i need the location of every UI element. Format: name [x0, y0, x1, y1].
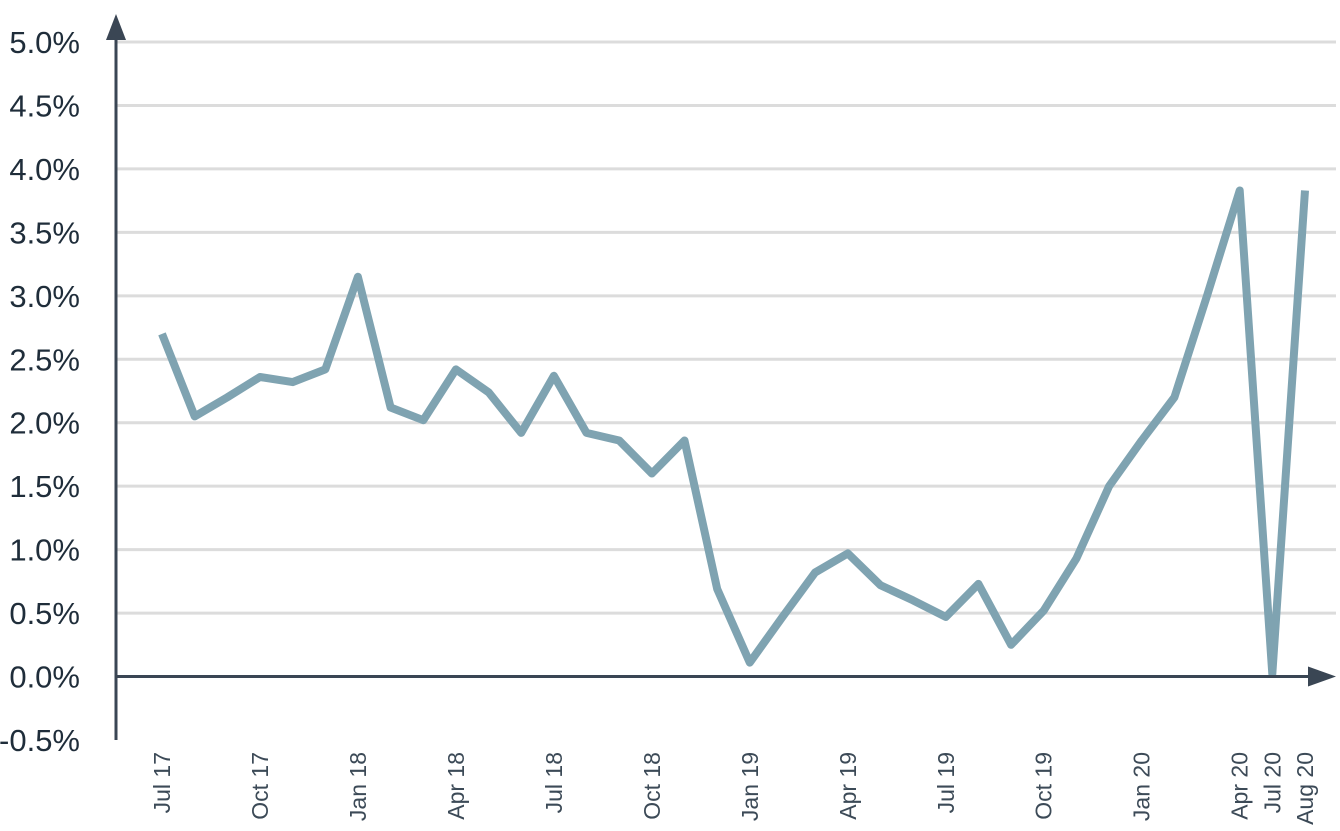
x-axis-tick-labels: Jul 17 Oct 17 Jan 18 Apr 18 Jul 18 Oct 18 Jan …	[149, 752, 1318, 825]
x-tick-label: Jul 19	[933, 752, 959, 813]
axes	[106, 14, 1336, 740]
x-tick-label: Jul 17	[149, 752, 175, 813]
y-tick-label: 1.5%	[9, 469, 80, 504]
x-axis-arrowhead	[1308, 666, 1336, 687]
y-tick-label: -0.5%	[0, 723, 80, 758]
x-tick-label: Jan 19	[737, 752, 763, 821]
x-tick-label: Jan 20	[1129, 752, 1155, 821]
gridlines	[116, 40, 1336, 615]
y-axis-arrowhead	[106, 14, 126, 40]
x-tick-label: Jul 20	[1259, 752, 1285, 813]
x-tick-label: Jul 18	[541, 752, 567, 813]
y-tick-label: 0.0%	[9, 660, 80, 695]
x-tick-label: Oct 17	[247, 752, 273, 820]
y-tick-label: 5.0%	[9, 25, 80, 60]
x-tick-label: Jan 18	[345, 752, 371, 821]
y-tick-label: 0.5%	[9, 596, 80, 631]
y-axis-tick-labels: 5.0% 4.5% 4.0% 3.5% 3.0% 2.5% 2.0% 1.5% 1.0% 0.5%…	[0, 25, 80, 758]
series-line	[158, 186, 1309, 678]
y-tick-label: 3.5%	[9, 215, 80, 250]
x-tick-label: Apr 18	[443, 752, 469, 820]
y-tick-label: 2.0%	[9, 406, 80, 441]
x-tick-label: Apr 19	[835, 752, 861, 820]
x-tick-label: Apr 20	[1227, 752, 1253, 820]
y-tick-label: 3.0%	[9, 279, 80, 314]
series-layer	[158, 186, 1309, 678]
y-tick-label: 2.5%	[9, 342, 80, 377]
x-tick-label: Aug 20	[1292, 752, 1318, 825]
y-tick-label: 4.5%	[9, 88, 80, 123]
y-tick-label: 4.0%	[9, 152, 80, 187]
x-tick-label: Oct 18	[639, 752, 665, 820]
x-tick-label: Oct 19	[1031, 752, 1057, 820]
y-tick-label: 1.0%	[9, 533, 80, 568]
